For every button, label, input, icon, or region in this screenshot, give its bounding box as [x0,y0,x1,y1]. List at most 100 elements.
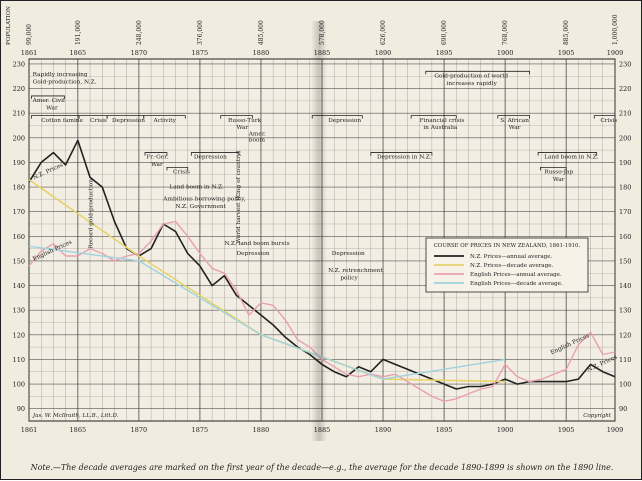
y-tick-label-right: 150 [619,257,631,265]
annotation-label: Depression [112,118,145,124]
y-tick-label-right: 190 [619,159,631,167]
y-tick-label-left: 170 [13,208,25,216]
event-bracket [31,95,65,99]
population-tick-label: 690,000 [441,20,448,45]
annotation-label: increases rapidly [447,81,498,87]
annotation-label: Gold-production of world [434,73,508,79]
x-tick-label-top: 1875 [192,49,209,57]
annotation-label: War [509,125,521,131]
y-tick-label-left: 130 [13,307,25,315]
x-tick-label-bottom: 1885 [314,426,331,434]
legend-entry: N.Z. Prices—annual average. [470,254,553,260]
x-tick-label-top: 1861 [21,49,38,57]
x-tick-label-top: 1890 [375,49,392,57]
population-tick-label: 626,000 [380,20,387,45]
annotation-label: Financial crisis [420,118,465,124]
y-tick-label-left: 230 [13,60,25,68]
event-bracket [370,152,433,156]
annotation-label: War [553,177,565,183]
annotation-label: Cotton famine [41,118,83,124]
population-tick-label: 99,000 [26,24,33,45]
y-tick-label-left: 140 [13,282,25,290]
annotation-label: Fr.-Ger. [146,155,168,161]
event-bracket [166,166,189,171]
population-tick-label: 248,000 [136,20,143,45]
annotation-label: Land boom in N.Z. [544,155,599,161]
y-tick-label-left: 180 [13,184,25,192]
x-tick-label-top: 1909 [607,49,624,57]
y-tick-label-right: 200 [619,134,631,142]
annotation-label: Russo-Jap [544,170,573,176]
population-tick-label: 885,000 [563,20,570,45]
x-tick-label-top: 1900 [497,49,514,57]
decade-note: Note.—The decade averages are marked on … [30,463,614,472]
annotation-label: War [237,125,249,131]
x-tick-label-top: 1880 [253,49,270,57]
x-tick-label-bottom: 1905 [558,426,575,434]
annotation-label: N.Z. Government [176,204,227,210]
x-tick-label-top: 1895 [436,49,453,57]
event-bracket [540,166,567,171]
annotation-label: Ambitious borrowing policy, [162,197,245,203]
event-bracket [425,70,530,75]
annotation-label: Crisis [90,118,107,124]
series-line [28,220,616,402]
annotation-label: Amer. [248,131,266,137]
x-tick-label-bottom: 1909 [607,426,624,434]
x-tick-label-top: 1870 [131,49,148,57]
annotation-label: Russo-Turk [228,118,262,124]
y-tick-label-left: 190 [13,159,25,167]
x-tick-label-top: 1865 [70,49,87,57]
population-tick-label: 191,000 [75,20,82,45]
legend-title: COURSE OF PRICES IN NEW ZEALAND, 1861-19… [434,243,581,249]
x-tick-label-bottom: 1900 [497,426,514,434]
y-tick-label-right: 170 [619,208,631,216]
y-tick-label-left: 200 [13,134,25,142]
population-tick-label: 578,000 [319,20,326,45]
y-tick-label-right: 90 [619,405,627,413]
annotation-label: N.Z. land boom bursts [224,241,289,247]
event-bracket [497,115,530,119]
series-line [28,139,616,390]
annotation-label: War [151,162,163,168]
x-tick-label-bottom: 1861 [21,426,38,434]
annotation-label: Record gold-production [88,179,94,249]
x-tick-label-top: 1885 [314,49,331,57]
annotation-label: Crisis [173,170,190,176]
y-tick-label-left: 160 [13,233,25,241]
x-tick-label-bottom: 1890 [375,426,392,434]
population-tick-label: 1,000,000 [612,14,619,45]
annotation-label: Depression [328,118,361,124]
x-tick-label-bottom: 1875 [192,426,209,434]
annotation-label: Crisis [600,118,617,124]
y-tick-label-left: 90 [17,405,25,413]
copyright-text: Copyright [583,413,612,419]
y-tick-label-right: 110 [619,356,631,364]
y-tick-label-left: 110 [13,356,25,364]
y-tick-label-left: 220 [13,85,25,93]
annotation-label: N.Z. retrenchment [328,268,383,274]
annotation-label: in Australia [423,125,458,131]
y-tick-label-right: 140 [619,282,631,290]
annotation-label: Amer. Civil [32,98,65,104]
event-bracket [220,115,253,119]
event-bracket [143,115,186,119]
x-tick-label-top: 1905 [558,49,575,57]
y-tick-label-left: 150 [13,257,25,265]
annotation-label: Depression [332,251,365,257]
event-bracket [410,115,457,119]
y-tick-label-right: 100 [619,381,631,389]
y-tick-label-right: 230 [619,60,631,68]
event-bracket [537,152,598,156]
event-bracket [311,115,363,119]
annotation-label: boom [249,137,266,143]
y-tick-label-left: 210 [13,110,25,118]
y-tick-label-right: 120 [619,331,631,339]
x-tick-label-bottom: 1880 [253,426,270,434]
author-credit: Jas. W. McIlraith, LL.B., Litt.D. [32,413,119,419]
event-bracket [190,152,240,156]
y-tick-label-right: 180 [619,184,631,192]
y-tick-label-left: 120 [13,331,25,339]
